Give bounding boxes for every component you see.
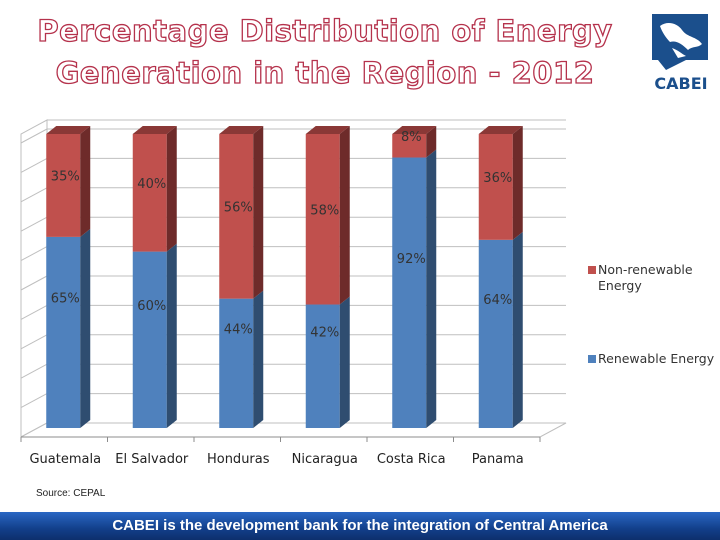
- footer-banner: CABEI is the development bank for the in…: [0, 512, 720, 540]
- bar-nonrenewable-side-el-salvador: [166, 126, 177, 252]
- data-label-nonrenewable-panama: 36%: [483, 171, 512, 186]
- category-label-guatemala: Guatemala: [29, 452, 101, 467]
- bar-nonrenewable-side-panama: [512, 126, 523, 240]
- bar-renewable-side-nicaragua: [339, 296, 350, 428]
- bar-nonrenewable-side-guatemala: [80, 126, 91, 237]
- data-label-renewable-costa-rica: 92%: [397, 252, 426, 267]
- cabei-logo-icon: [652, 14, 708, 70]
- data-label-renewable-guatemala: 65%: [51, 291, 80, 306]
- bar-top-guatemala: [46, 126, 91, 134]
- gridline-diagonal: [20, 393, 48, 409]
- bar-nonrenewable-honduras: [219, 134, 254, 299]
- gridline-diagonal: [20, 363, 48, 379]
- gridline-diagonal: [20, 246, 48, 262]
- bar-top-costa-rica: [392, 126, 437, 134]
- gridline-diagonal: [20, 157, 48, 173]
- bar-top-honduras: [219, 126, 264, 134]
- legend-label-renewable: Renewable Energy: [598, 351, 715, 366]
- gridline-diagonal: [20, 334, 48, 350]
- bar-top-panama: [478, 126, 523, 134]
- source-note: Source: CEPAL: [36, 488, 106, 499]
- category-label-honduras: Honduras: [207, 452, 270, 467]
- category-label-nicaragua: Nicaragua: [292, 452, 358, 467]
- footer-text: CABEI is the development bank for the in…: [112, 517, 608, 534]
- gridline-diagonal: [20, 304, 48, 320]
- stacked-column-chart: 65% 35% Guatemala 60% 40% El Salvador 44% 56% Ho…: [20, 119, 567, 467]
- title-line-1: Percentage Distribution of Energy: [37, 13, 613, 48]
- bar-renewable-costa-rica: [392, 157, 427, 428]
- bar-renewable-el-salvador: [132, 251, 167, 428]
- bar-renewable-side-guatemala: [80, 228, 91, 428]
- cabei-logo: CABEI: [648, 10, 714, 98]
- legend-swatch-nonrenewable: [588, 266, 596, 274]
- bar-nonrenewable-side-nicaragua: [339, 126, 350, 305]
- bar-top-nicaragua: [305, 126, 350, 134]
- category-label-panama: Panama: [472, 452, 524, 467]
- bar-renewable-side-panama: [512, 231, 523, 428]
- data-label-nonrenewable-el-salvador: 40%: [137, 177, 166, 192]
- bar-renewable-guatemala: [46, 236, 81, 428]
- data-label-renewable-nicaragua: 42%: [310, 325, 339, 340]
- gridline-diagonal: [20, 128, 48, 144]
- bar-renewable-panama: [478, 239, 513, 428]
- bar-renewable-side-costa-rica: [426, 149, 437, 428]
- bar-nonrenewable-panama: [478, 134, 513, 240]
- category-label-costa-rica: Costa Rica: [377, 452, 446, 467]
- bar-top-el-salvador: [132, 126, 177, 134]
- gridline-diagonal: [20, 187, 48, 203]
- gridline-diagonal: [20, 275, 48, 291]
- bar-renewable-side-el-salvador: [166, 243, 177, 428]
- bar-nonrenewable-el-salvador: [132, 134, 167, 252]
- bar-renewable-nicaragua: [305, 304, 340, 428]
- category-label-el-salvador: El Salvador: [115, 452, 189, 467]
- logo-text: CABEI: [654, 74, 708, 93]
- slide-title: Percentage Distribution of Energy Genera…: [0, 10, 650, 94]
- data-label-nonrenewable-guatemala: 35%: [51, 169, 80, 184]
- bar-nonrenewable-guatemala: [46, 134, 81, 237]
- bar-nonrenewable-costa-rica: [392, 134, 427, 158]
- bar-renewable-honduras: [219, 298, 254, 428]
- bar-renewable-side-honduras: [253, 290, 264, 428]
- bar-nonrenewable-nicaragua: [305, 134, 340, 305]
- legend-label-nonrenewable: Non-renewable Energy: [598, 262, 693, 293]
- gridline-diagonal: [20, 216, 48, 232]
- data-label-renewable-panama: 64%: [483, 293, 512, 308]
- data-label-nonrenewable-nicaragua: 58%: [310, 203, 339, 218]
- data-label-renewable-el-salvador: 60%: [137, 299, 166, 314]
- title-line-2: Generation in the Region - 2012: [55, 55, 595, 90]
- data-label-nonrenewable-costa-rica: 8%: [401, 130, 422, 145]
- data-label-renewable-honduras: 44%: [224, 322, 253, 337]
- data-label-nonrenewable-honduras: 56%: [224, 200, 253, 215]
- legend-swatch-renewable: [588, 355, 596, 363]
- bar-nonrenewable-side-costa-rica: [426, 126, 437, 158]
- bar-nonrenewable-side-honduras: [253, 126, 264, 299]
